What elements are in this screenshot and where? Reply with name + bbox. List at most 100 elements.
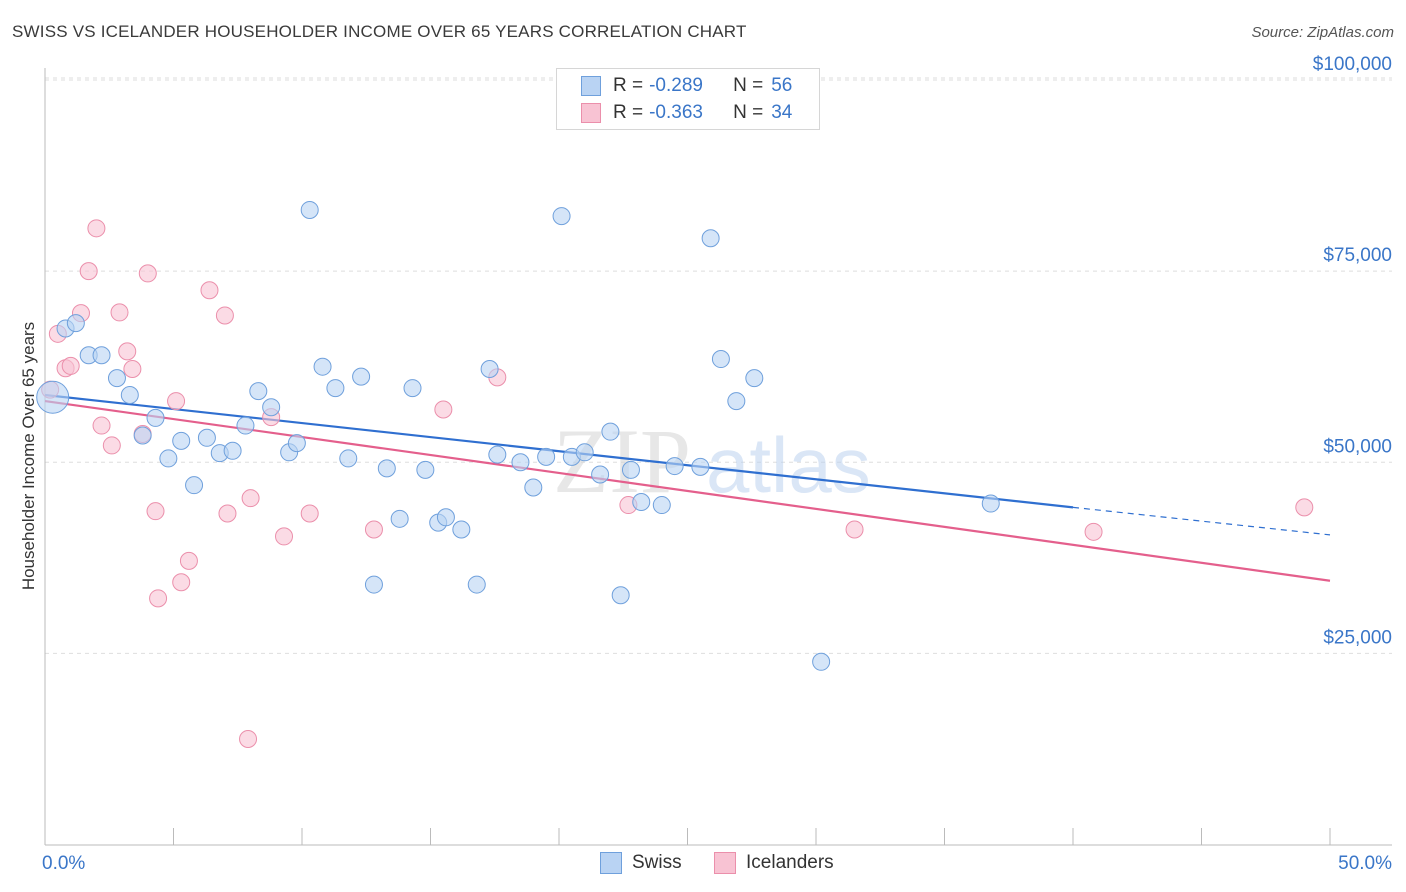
swiss-point	[364, 575, 383, 594]
icelanders-point	[87, 219, 106, 238]
icelanders-point	[200, 281, 219, 300]
swiss-point	[812, 652, 831, 671]
swiss-point	[591, 465, 610, 484]
icelanders-point	[61, 356, 80, 375]
y-tick-label: $100,000	[1313, 54, 1392, 75]
swiss-trendline-extension	[1072, 506, 1331, 536]
icelanders-point	[172, 573, 191, 592]
swiss-point	[452, 520, 471, 539]
series-legend: Swiss Icelanders	[0, 852, 1406, 876]
swiss-point	[480, 359, 499, 378]
swiss-point	[537, 447, 556, 466]
legend-row-swiss: R = -0.289 N = 56	[581, 73, 792, 99]
swiss-trendline	[44, 393, 1074, 509]
icelanders-point	[179, 551, 198, 570]
swiss-point	[488, 445, 507, 464]
icelanders-point	[215, 306, 234, 325]
legend-item-icelanders[interactable]: Icelanders	[714, 852, 834, 874]
n-label: N =	[733, 75, 764, 96]
swiss-point	[981, 494, 1000, 513]
n-label: N =	[733, 102, 764, 123]
swiss-r-value: -0.289	[649, 75, 703, 96]
r-label: R =	[613, 102, 644, 123]
icelanders-point	[275, 527, 294, 546]
icelanders-point	[138, 264, 157, 283]
swiss-legend-swatch	[600, 852, 622, 874]
swiss-point	[172, 431, 191, 450]
swiss-point	[652, 496, 671, 515]
legend-item-swiss[interactable]: Swiss	[600, 852, 682, 874]
icelanders-swatch	[581, 103, 601, 123]
swiss-point	[300, 200, 319, 219]
swiss-point	[611, 586, 630, 605]
icelanders-point	[300, 504, 319, 523]
icelanders-point	[239, 729, 258, 748]
swiss-point	[92, 346, 111, 365]
swiss-point	[236, 416, 255, 435]
swiss-point	[575, 443, 594, 462]
swiss-point	[524, 478, 543, 497]
swiss-point	[146, 408, 165, 427]
swiss-point	[691, 457, 710, 476]
tick-labels: $25,000 $50,000 $75,000 $100,000 0.0% 50.0%	[42, 54, 1392, 874]
swiss-point	[66, 314, 85, 333]
swiss-point	[107, 369, 126, 388]
watermark-atlas: atlas	[706, 421, 871, 509]
swiss-point	[601, 422, 620, 441]
swiss-point	[377, 459, 396, 478]
y-tick-label: $75,000	[1323, 245, 1392, 266]
icelanders-legend-label: Icelanders	[746, 852, 834, 873]
icelanders-point	[110, 303, 129, 322]
icelanders-point	[149, 589, 168, 608]
swiss-point	[313, 357, 332, 376]
icelanders-point	[218, 504, 237, 523]
icelanders-point	[167, 392, 186, 411]
swiss-point	[249, 382, 268, 401]
icelanders-point	[364, 520, 383, 539]
swiss-point	[223, 441, 242, 460]
swiss-point	[185, 476, 204, 495]
swiss-point	[197, 428, 216, 447]
correlation-legend: R = -0.289 N = 56 R = -0.363 N = 34	[556, 68, 820, 130]
icelanders-point	[102, 436, 121, 455]
swiss-point	[287, 434, 306, 453]
icelanders-point	[123, 359, 142, 378]
swiss-n-value: 56	[771, 75, 793, 96]
swiss-point	[339, 449, 358, 468]
swiss-point	[552, 207, 571, 226]
swiss-point	[352, 367, 371, 386]
swiss-point	[133, 426, 152, 445]
swiss-point	[701, 229, 720, 248]
x-tick-label-min: 0.0%	[42, 853, 85, 874]
source-label: Source: ZipAtlas.com	[1251, 24, 1394, 41]
icelanders-point	[1295, 498, 1314, 517]
swiss-point	[159, 449, 178, 468]
icelanders-point	[118, 342, 137, 361]
swiss-point	[436, 508, 455, 527]
icelanders-point	[1084, 522, 1103, 541]
swiss-point	[745, 369, 764, 388]
y-tick-label: $50,000	[1323, 436, 1392, 457]
icelanders-trendline	[44, 400, 1331, 582]
axes	[44, 68, 1392, 846]
r-label: R =	[613, 75, 644, 96]
swiss-point	[262, 398, 281, 417]
swiss-point	[727, 392, 746, 411]
y-tick-label: $25,000	[1323, 627, 1392, 648]
icelanders-n-value: 34	[771, 102, 793, 123]
swiss-point	[403, 379, 422, 398]
swiss-swatch	[581, 76, 601, 96]
swiss-point	[621, 460, 640, 479]
icelanders-point	[79, 262, 98, 281]
swiss-point	[665, 457, 684, 476]
swiss-point	[511, 453, 530, 472]
swiss-point	[326, 379, 345, 398]
icelanders-point	[92, 416, 111, 435]
swiss-legend-label: Swiss	[632, 852, 682, 873]
swiss-point	[711, 350, 730, 369]
icelanders-point	[434, 400, 453, 419]
swiss-point	[36, 380, 70, 414]
y-axis-label: Householder Income Over 65 years	[19, 322, 38, 590]
icelanders-point	[146, 502, 165, 521]
x-tick-label-max: 50.0%	[1338, 853, 1392, 874]
